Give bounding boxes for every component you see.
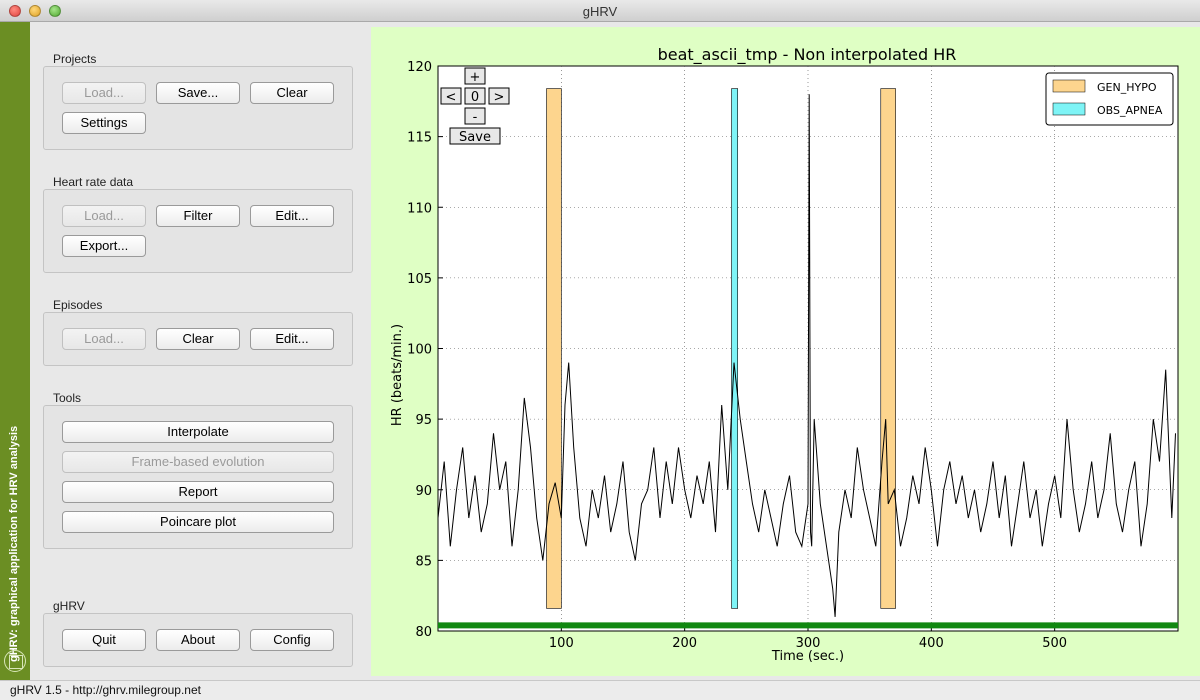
heart-rate-group: Load... Filter Edit... Export... bbox=[43, 189, 353, 273]
hr-chart: beat_ascii_tmp - Non interpolated HR 808… bbox=[390, 45, 1179, 664]
quit-button[interactable]: Quit bbox=[62, 629, 146, 651]
episodes-layer bbox=[546, 88, 896, 609]
tools-group: Interpolate Frame-based evolution Report… bbox=[43, 405, 353, 549]
close-window-button[interactable] bbox=[9, 5, 21, 17]
episode-bar-gen-hypo bbox=[880, 88, 896, 609]
legend-label-obs-apnea: OBS_APNEA bbox=[1097, 104, 1163, 117]
zoom-out-button[interactable] bbox=[464, 107, 486, 125]
plot-save-button[interactable] bbox=[449, 127, 501, 145]
legend-swatch-obs-apnea bbox=[1052, 102, 1086, 116]
hr-series-line bbox=[437, 94, 1176, 617]
title-bar: gHRV bbox=[0, 0, 1200, 22]
heart-rate-label: Heart rate data bbox=[53, 175, 134, 189]
episodes-group: Load... Clear Edit... bbox=[43, 312, 353, 366]
about-button[interactable]: About bbox=[156, 629, 240, 651]
y-tick-label: 120 bbox=[407, 60, 432, 75]
pan-right-label: > bbox=[494, 90, 505, 105]
episode-bar-obs-apnea bbox=[731, 88, 738, 609]
episodes-edit-button[interactable]: Edit... bbox=[250, 328, 334, 350]
interpolate-button[interactable]: Interpolate bbox=[62, 421, 334, 443]
y-tick-label: 115 bbox=[407, 131, 432, 146]
hr-load-button[interactable]: Load... bbox=[62, 205, 146, 227]
y-tick-label: 90 bbox=[415, 484, 432, 499]
settings-button[interactable]: Settings bbox=[62, 112, 146, 134]
x-tick-label: 500 bbox=[1042, 636, 1067, 651]
episode-bar-gen-hypo bbox=[546, 88, 562, 609]
poincare-plot-button[interactable]: Poincare plot bbox=[62, 511, 334, 533]
episodes-label: Episodes bbox=[53, 298, 103, 312]
window-title: gHRV bbox=[582, 4, 618, 19]
pan-left-label: < bbox=[446, 90, 457, 105]
x-tick-label: 400 bbox=[919, 636, 944, 651]
ghrv-group: Quit About Config bbox=[43, 613, 353, 667]
y-tick-label: 105 bbox=[407, 272, 432, 287]
vitruvian-logo-icon bbox=[4, 650, 26, 672]
zoom-out-label: - bbox=[473, 110, 478, 125]
plot-navigation-controls: + < 0 > - Save bbox=[440, 67, 510, 145]
x-tick-label: 200 bbox=[672, 636, 697, 651]
plot-save-label: Save bbox=[459, 130, 491, 145]
pan-left-button[interactable] bbox=[440, 87, 462, 105]
pan-right-button[interactable] bbox=[488, 87, 510, 105]
config-button[interactable]: Config bbox=[250, 629, 334, 651]
minimize-window-button[interactable] bbox=[29, 5, 41, 17]
chart-title: beat_ascii_tmp - Non interpolated HR bbox=[658, 45, 957, 65]
x-tick-labels: 100 200 300 400 500 bbox=[549, 636, 1067, 651]
app-side-stripe: gHRV: graphical application for HRV anal… bbox=[0, 22, 30, 680]
zoom-in-label: + bbox=[470, 70, 481, 85]
reset-view-label: 0 bbox=[471, 90, 479, 105]
legend-swatch-gen-hypo bbox=[1052, 79, 1086, 93]
y-tick-labels: 80 85 90 95 100 105 110 115 120 bbox=[407, 60, 432, 640]
ghrv-label: gHRV bbox=[53, 599, 85, 613]
y-tick-label: 95 bbox=[415, 413, 432, 428]
projects-label: Projects bbox=[53, 52, 97, 66]
projects-clear-button[interactable]: Clear bbox=[250, 82, 334, 104]
x-tick-label: 100 bbox=[549, 636, 574, 651]
chart-legend: GEN_HYPO OBS_APNEA bbox=[1045, 72, 1174, 126]
legend-label-gen-hypo: GEN_HYPO bbox=[1097, 81, 1157, 94]
projects-load-button[interactable]: Load... bbox=[62, 82, 146, 104]
reset-view-button[interactable] bbox=[464, 87, 486, 105]
x-tick-label: 300 bbox=[796, 636, 821, 651]
report-button[interactable]: Report bbox=[62, 481, 334, 503]
episodes-load-button[interactable]: Load... bbox=[62, 328, 146, 350]
hr-edit-button[interactable]: Edit... bbox=[250, 205, 334, 227]
hr-export-button[interactable]: Export... bbox=[62, 235, 146, 257]
frame-based-evolution-button[interactable]: Frame-based evolution bbox=[62, 451, 334, 473]
projects-group: Load... Save... Clear Settings bbox=[43, 66, 353, 150]
x-axis-label: Time (sec.) bbox=[771, 649, 844, 664]
y-tick-label: 80 bbox=[415, 625, 432, 640]
tools-label: Tools bbox=[53, 391, 82, 405]
hr-filter-button[interactable]: Filter bbox=[156, 205, 240, 227]
status-bar: gHRV 1.5 - http://ghrv.milegroup.net bbox=[0, 680, 1200, 700]
app-tagline: gHRV: graphical application for HRV anal… bbox=[8, 425, 20, 662]
y-axis-label: HR (beats/min.) bbox=[390, 324, 405, 426]
maximize-window-button[interactable] bbox=[49, 5, 61, 17]
y-tick-label: 85 bbox=[415, 554, 432, 569]
y-tick-label: 100 bbox=[407, 343, 432, 358]
projects-save-button[interactable]: Save... bbox=[156, 82, 240, 104]
episodes-clear-button[interactable]: Clear bbox=[156, 328, 240, 350]
zoom-in-button[interactable] bbox=[464, 67, 486, 85]
y-tick-label: 110 bbox=[407, 201, 432, 216]
